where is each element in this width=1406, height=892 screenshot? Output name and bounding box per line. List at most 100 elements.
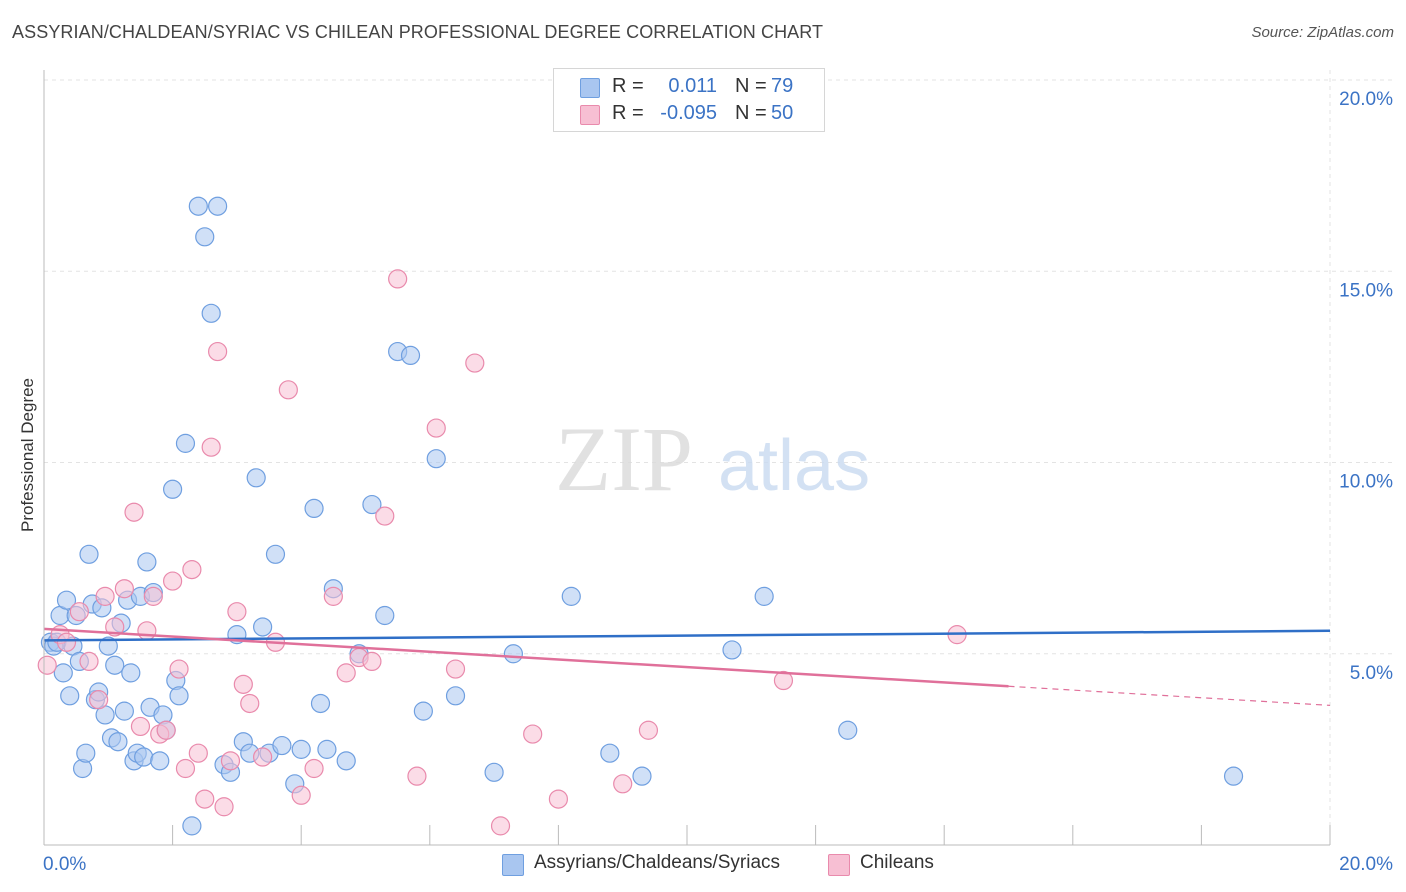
point-assyrians — [195, 227, 215, 247]
legend-r-value: -0.095 — [660, 102, 717, 124]
legend-n-value: 79 — [771, 75, 794, 97]
point-assyrians — [108, 732, 128, 752]
correlation-legend: R = 0.011 N = 79 R = -0.095 N = 50 — [553, 68, 825, 132]
series-legend: Assyrians/Chaldeans/Syriacs Chileans — [0, 851, 1406, 877]
legend-r-label: R = — [612, 102, 644, 124]
point-chileans — [291, 785, 311, 805]
point-chileans — [175, 758, 196, 779]
y-tick-label: 10.0% — [1339, 472, 1393, 493]
point-chileans — [465, 353, 485, 373]
point-chileans — [37, 655, 57, 675]
legend-r-label: R = — [612, 75, 644, 97]
point-assyrians — [600, 743, 620, 763]
point-chileans — [490, 816, 511, 836]
point-chileans — [69, 602, 89, 622]
point-assyrians — [246, 468, 266, 488]
point-chileans — [188, 743, 208, 763]
legend-swatch-assyrians — [580, 78, 600, 98]
point-chileans — [304, 758, 324, 779]
point-chileans — [124, 502, 144, 522]
point-assyrians — [134, 747, 154, 767]
point-chileans — [523, 724, 543, 744]
trend-line-assyrians — [43, 629, 1331, 642]
point-assyrians — [632, 766, 652, 786]
point-assyrians — [150, 751, 170, 771]
point-chileans — [56, 632, 77, 652]
point-assyrians — [76, 743, 96, 763]
point-chileans — [388, 269, 408, 289]
point-assyrians — [838, 720, 858, 740]
point-chileans — [613, 774, 633, 794]
point-chileans — [227, 602, 247, 622]
point-chileans — [156, 720, 176, 740]
point-assyrians — [53, 663, 73, 683]
trend-line-chileans-extrapolated — [1008, 685, 1331, 706]
point-assyrians — [163, 479, 183, 499]
point-assyrians — [137, 552, 157, 572]
point-assyrians — [201, 303, 221, 323]
point-assyrians — [56, 590, 77, 610]
point-assyrians — [426, 449, 446, 469]
point-chileans — [253, 747, 273, 767]
point-chileans — [548, 789, 569, 809]
watermark-atlas: atlas — [718, 426, 870, 506]
series-swatch-assyrians — [502, 854, 524, 876]
point-assyrians — [561, 586, 581, 606]
point-chileans — [233, 674, 253, 694]
point-chileans — [323, 586, 343, 606]
point-chileans — [182, 559, 202, 580]
legend-row-assyrians: R = 0.011 N = 79 — [554, 73, 824, 100]
point-assyrians — [291, 739, 311, 759]
point-assyrians — [304, 498, 324, 518]
point-assyrians — [445, 686, 466, 706]
legend-swatch-chileans — [580, 105, 600, 125]
point-chileans — [773, 670, 794, 691]
point-assyrians — [182, 816, 202, 836]
point-assyrians — [188, 196, 208, 216]
chart-title: ASSYRIAN/CHALDEAN/SYRIAC VS CHILEAN PROF… — [12, 22, 824, 42]
point-assyrians — [754, 586, 774, 606]
point-assyrians — [484, 762, 504, 782]
data-points — [37, 196, 1244, 836]
point-chileans — [407, 766, 427, 786]
point-assyrians — [362, 494, 382, 515]
point-chileans — [336, 663, 356, 683]
point-assyrians — [413, 701, 433, 721]
point-assyrians — [169, 686, 189, 706]
point-chileans — [195, 789, 215, 809]
point-assyrians — [60, 686, 80, 706]
legend-r-value: 0.011 — [668, 75, 717, 97]
point-chileans — [79, 651, 99, 672]
point-assyrians — [400, 345, 421, 365]
point-chileans — [375, 506, 395, 526]
point-assyrians — [265, 544, 286, 564]
series-label-assyrians: Assyrians/Chaldeans/Syriacs — [534, 852, 781, 873]
point-assyrians — [208, 196, 228, 216]
y-tick-label: 20.0% — [1339, 89, 1393, 110]
point-chileans — [143, 586, 163, 606]
point-assyrians — [253, 617, 273, 637]
point-assyrians — [114, 701, 134, 721]
point-chileans — [130, 716, 151, 737]
legend-n-value: 50 — [771, 102, 794, 124]
point-chileans — [201, 437, 221, 457]
point-chileans — [208, 341, 228, 362]
point-chileans — [426, 418, 446, 438]
point-chileans — [137, 621, 157, 641]
point-assyrians — [722, 640, 742, 660]
y-tick-label: 15.0% — [1339, 280, 1393, 301]
point-assyrians — [310, 693, 331, 714]
series-label-chileans: Chileans — [860, 852, 934, 873]
y-tick-label: 5.0% — [1350, 663, 1393, 684]
trend-lines — [43, 627, 1331, 706]
point-assyrians — [1223, 766, 1244, 786]
legend-n-label: N = — [735, 102, 767, 124]
point-assyrians — [272, 735, 292, 756]
point-chileans — [240, 693, 260, 714]
watermark: ZIP atlas — [555, 408, 870, 510]
series-swatch-chileans — [828, 854, 850, 876]
point-chileans — [220, 751, 241, 771]
x-tick-label: 20.0% — [1339, 854, 1393, 875]
point-assyrians — [336, 751, 356, 771]
